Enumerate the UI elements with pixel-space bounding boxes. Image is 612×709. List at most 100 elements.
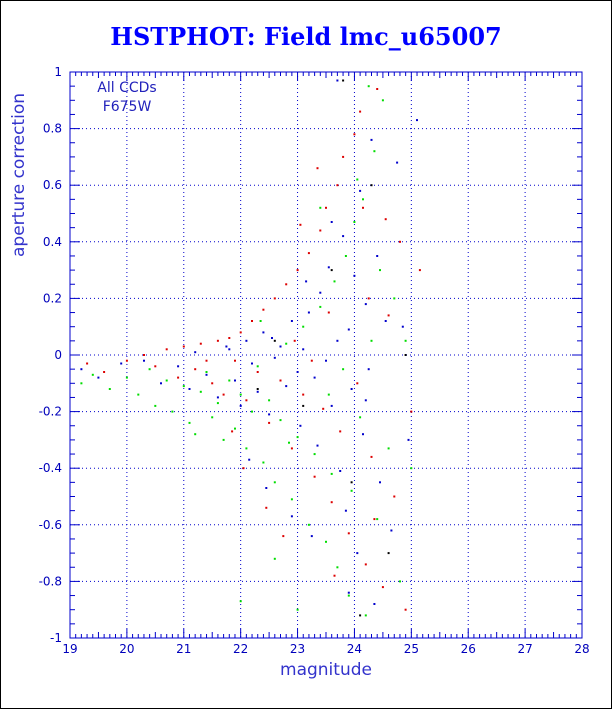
data-point — [299, 223, 302, 226]
data-point — [154, 404, 157, 407]
data-point — [273, 557, 276, 560]
data-point — [356, 382, 359, 385]
y-tick-label: -1 — [50, 631, 62, 645]
data-point — [350, 481, 353, 484]
y-tick-label: 0.4 — [43, 235, 62, 249]
data-point — [367, 85, 370, 88]
data-point — [265, 487, 268, 489]
data-point — [299, 424, 302, 427]
data-point — [350, 388, 353, 390]
data-point — [330, 472, 333, 475]
data-point — [356, 178, 359, 181]
data-point — [384, 320, 387, 322]
annotation-ccds: All CCDs — [97, 80, 156, 96]
data-point — [327, 266, 330, 269]
data-point — [290, 320, 293, 322]
data-point — [239, 404, 242, 407]
data-point — [344, 509, 347, 512]
data-point — [330, 404, 333, 407]
data-point — [307, 311, 310, 314]
data-point — [384, 218, 387, 221]
data-point — [353, 133, 356, 136]
data-point — [256, 390, 259, 393]
data-point — [188, 421, 191, 424]
annotation-filter: F675W — [103, 99, 152, 115]
data-point — [216, 396, 219, 399]
data-point — [262, 308, 265, 311]
data-point — [239, 393, 242, 396]
data-point — [404, 354, 407, 356]
y-tick-label: 0.2 — [43, 291, 62, 305]
data-point — [364, 303, 367, 306]
data-point — [302, 404, 305, 407]
data-point — [396, 161, 399, 164]
data-point — [125, 376, 128, 379]
data-point — [370, 455, 373, 458]
data-point — [347, 328, 350, 331]
data-point — [188, 388, 191, 390]
axis-ticks — [69, 71, 583, 639]
data-point — [194, 433, 197, 436]
data-point — [125, 359, 128, 362]
data-point — [407, 438, 410, 441]
data-point — [199, 342, 202, 345]
data-point — [271, 337, 273, 339]
data-point — [364, 563, 367, 566]
data-point — [103, 371, 106, 373]
data-point — [177, 376, 180, 379]
data-point — [293, 339, 296, 342]
data-point — [387, 447, 390, 450]
data-point — [222, 393, 225, 396]
data-point — [182, 385, 185, 388]
data-point — [410, 410, 413, 413]
data-point — [399, 240, 401, 243]
data-point — [137, 393, 140, 396]
data-point — [370, 184, 373, 187]
data-point — [367, 297, 370, 300]
data-point — [296, 269, 299, 272]
grid-lines — [70, 72, 582, 638]
data-point — [285, 283, 288, 286]
data-point — [387, 314, 390, 317]
data-point — [336, 184, 339, 187]
data-point — [228, 379, 231, 382]
data-point — [245, 399, 248, 402]
data-point — [373, 603, 376, 605]
data-point — [356, 552, 359, 555]
y-tick-label: 1 — [54, 65, 62, 79]
data-point — [373, 518, 376, 521]
data-point — [404, 608, 407, 611]
data-point — [302, 325, 305, 328]
data-point — [265, 506, 268, 509]
data-point — [273, 297, 276, 300]
data-point — [339, 430, 342, 433]
y-tick-label: -0.4 — [39, 461, 62, 475]
data-point — [279, 345, 282, 348]
data-point — [404, 339, 407, 342]
data-point — [165, 379, 168, 382]
data-point — [313, 376, 316, 379]
data-point — [216, 402, 219, 405]
data-point — [339, 470, 342, 472]
data-point — [245, 339, 248, 342]
data-point — [290, 498, 293, 501]
data-point — [234, 379, 236, 382]
data-point — [108, 388, 111, 390]
data-point — [379, 481, 381, 484]
data-point — [362, 433, 364, 436]
data-point — [199, 390, 202, 393]
data-point — [381, 99, 384, 102]
data-point — [399, 580, 401, 583]
data-point — [359, 189, 362, 192]
data-point — [205, 359, 208, 362]
data-point — [148, 368, 151, 371]
data-point — [322, 407, 325, 410]
x-tick-label: 28 — [574, 642, 589, 656]
data-point — [364, 399, 367, 402]
data-point — [165, 348, 168, 351]
data-point — [302, 348, 305, 351]
data-point — [359, 614, 362, 617]
data-point — [120, 362, 123, 365]
data-point — [194, 368, 197, 371]
